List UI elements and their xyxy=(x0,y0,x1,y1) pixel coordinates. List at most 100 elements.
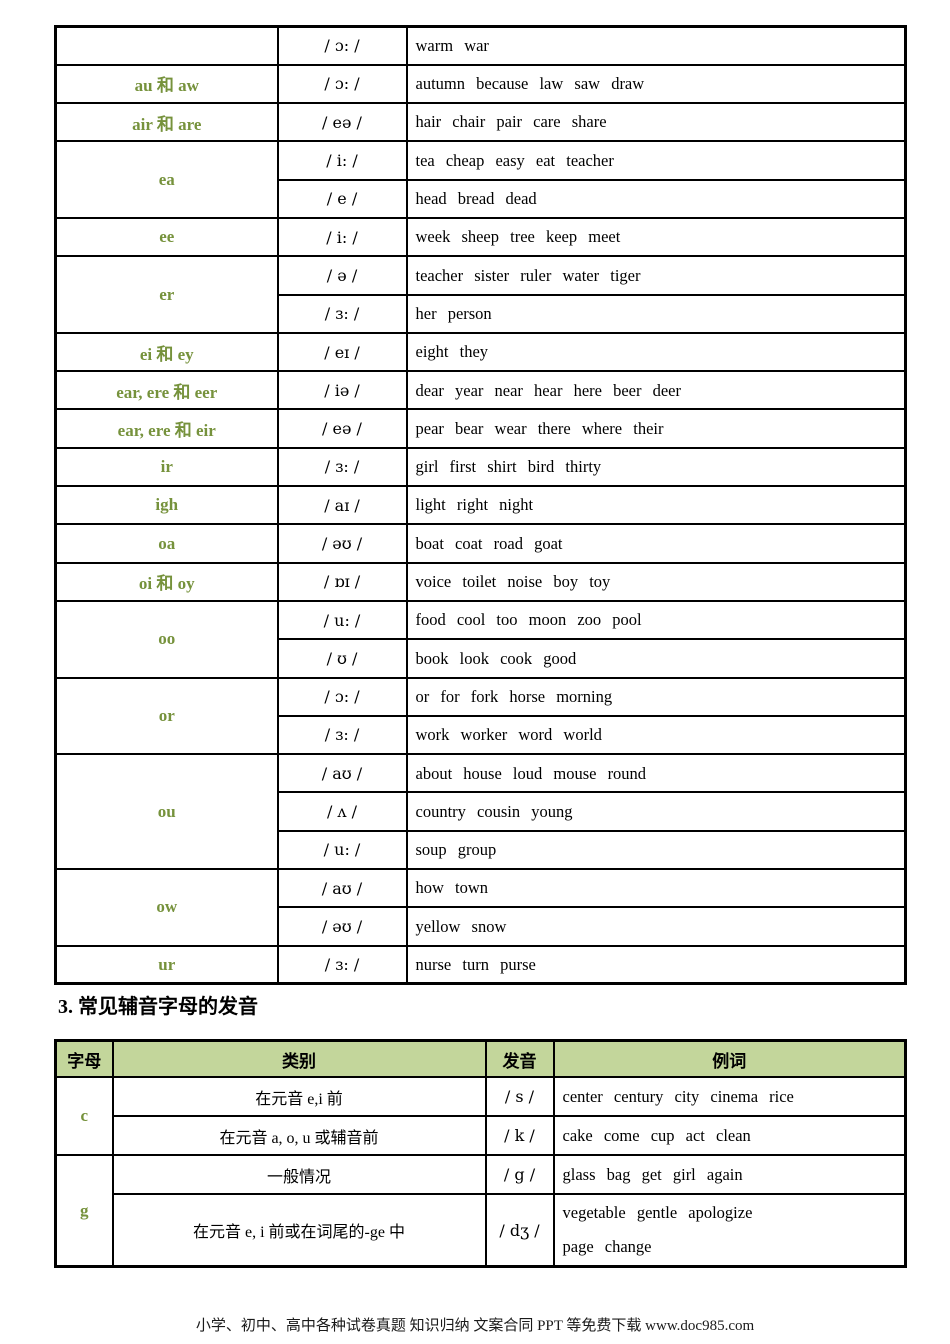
table-row: igh / aɪ / light right night xyxy=(54,485,907,526)
letter-combo-cell: au 和 aw xyxy=(54,63,279,105)
phonetic-cell: / əʊ / xyxy=(276,523,408,564)
phonetic-cell: / aʊ / xyxy=(276,753,408,794)
example-words-cell: country cousin young xyxy=(405,791,907,832)
example-words-cell: food cool too moon zoo pool xyxy=(405,599,907,641)
letter-combo-cell: ei 和 ey xyxy=(54,331,279,373)
example-words-cell: vegetable gentle apologize page change xyxy=(552,1193,907,1268)
example-words-cell: nurse turn purse xyxy=(405,944,907,985)
table-row: / ɜ: / her person xyxy=(56,293,907,334)
example-words-cell: eight they xyxy=(405,331,907,373)
table-row: / ʊ / book look cook good xyxy=(56,638,907,679)
phonetic-cell: / iə / xyxy=(276,370,408,411)
letter-combo-cell xyxy=(54,25,279,66)
letter-combo-cell: ur xyxy=(54,944,279,985)
example-words-cell: yellow snow xyxy=(405,906,907,947)
table-row: or / ɔ: / or for fork horse morning xyxy=(54,676,907,756)
category-cell: 在元音 e,i 前 xyxy=(111,1076,487,1118)
table-row: / ɔ: / warm war xyxy=(54,25,907,66)
category-cell: 在元音 a, o, u 或辅音前 xyxy=(111,1115,487,1157)
example-words-cell: dear year near hear here beer deer xyxy=(405,370,907,411)
table-row: ou / aʊ / about house loud mouse round xyxy=(54,753,907,871)
phonetic-cell: / eə / xyxy=(276,102,408,143)
phonetic-cell: / u: / xyxy=(276,599,408,641)
phonetic-cell: / i: / xyxy=(276,140,408,181)
example-words-cell: work worker word world xyxy=(405,714,907,756)
table-row: / ɜ: / work worker word world xyxy=(56,714,907,756)
category-cell: 在元音 e, i 前或在词尾的-ge 中 xyxy=(111,1193,487,1268)
phonetic-cell: / e / xyxy=(276,178,408,219)
table-row: c 在元音 e,i 前 / s / center century city ci… xyxy=(54,1076,907,1157)
phonetic-cell: / ɜ: / xyxy=(276,714,408,756)
table-row: ear, ere 和 eir / eə / pear bear wear the… xyxy=(54,408,907,449)
example-words-cell: glass bag get girl again xyxy=(552,1154,907,1196)
phonetic-cell: / ɜ: / xyxy=(276,293,408,334)
example-words-cell: hair chair pair care share xyxy=(405,102,907,143)
phonetic-cell: / u: / xyxy=(276,829,408,871)
example-words-cell: her person xyxy=(405,293,907,334)
letter-combo-cell: ow xyxy=(54,868,279,947)
table-row: ei 和 ey / eɪ / eight they xyxy=(54,331,907,373)
example-words-cell: head bread dead xyxy=(405,178,907,219)
example-words-cell: book look cook good xyxy=(405,638,907,679)
example-words-cell: light right night xyxy=(405,485,907,526)
table-row: / u: / soup group xyxy=(56,829,907,871)
table-row: oi 和 oy / ɒɪ / voice toilet noise boy to… xyxy=(54,561,907,602)
table-row: g 一般情况 / g / glass bag get girl again xyxy=(54,1154,907,1268)
phonetic-cell: / ɔ: / xyxy=(276,63,408,105)
table-row: oa / əʊ / boat coat road goat xyxy=(54,523,907,564)
table-row: er / ə / teacher sister ruler water tige… xyxy=(54,255,907,334)
table-row: / əʊ / yellow snow xyxy=(56,906,907,947)
letter-combo-cell: or xyxy=(54,676,279,756)
table-row: ee / i: / week sheep tree keep meet xyxy=(54,216,907,258)
table-row: / e / head bread dead xyxy=(56,178,907,219)
example-words-cell: boat coat road goat xyxy=(405,523,907,564)
table-row: air 和 are / eə / hair chair pair care sh… xyxy=(54,102,907,143)
table-header-row: 字母 类别 发音 例词 xyxy=(54,1039,907,1079)
phonetic-cell: / s / xyxy=(484,1076,555,1118)
page-content: / ɔ: / warm war au 和 aw / ɔ: / autumn be… xyxy=(54,25,907,1268)
letter-combo-cell: ir xyxy=(54,446,279,488)
table-row: 在元音 e, i 前或在词尾的-ge 中 / dʒ / vegetable ge… xyxy=(56,1193,907,1268)
table-row: 在元音 a, o, u 或辅音前 / k / cake come cup act… xyxy=(56,1115,907,1157)
example-words-cell: about house loud mouse round xyxy=(405,753,907,794)
example-words-cell: center century city cinema rice xyxy=(552,1076,907,1118)
phonetic-cell: / əʊ / xyxy=(276,906,408,947)
phonetic-cell: / ɒɪ / xyxy=(276,561,408,602)
example-words-cell: cake come cup act clean xyxy=(552,1115,907,1157)
letter-combo-cell: ou xyxy=(54,753,279,871)
page-footer: 小学、初中、高中各种试卷真题 知识归纳 文案合同 PPT 等免费下载 www.d… xyxy=(195,1318,755,1334)
phonetic-cell: / ɔ: / xyxy=(276,676,408,717)
phonetic-cell: / ɜ: / xyxy=(276,446,408,488)
phonetic-cell: / dʒ / xyxy=(484,1193,555,1268)
letter-combo-cell: oi 和 oy xyxy=(54,561,279,602)
letter-combo-cell: ear, ere 和 eir xyxy=(54,408,279,449)
phonetic-cell: / ʊ / xyxy=(276,638,408,679)
phonetic-cell: / ɜ: / xyxy=(276,944,408,985)
example-words-cell: or for fork horse morning xyxy=(405,676,907,717)
phonetic-cell: / ɔ: / xyxy=(276,25,408,66)
table-row: / ʌ / country cousin young xyxy=(56,791,907,832)
letter-combo-cell: ea xyxy=(54,140,279,219)
example-words-cell: how town xyxy=(405,868,907,909)
table-row: ir / ɜ: / girl first shirt bird thirty xyxy=(54,446,907,488)
example-words-cell: soup group xyxy=(405,829,907,871)
example-words-cell: autumn because law saw draw xyxy=(405,63,907,105)
col-header-category: 类别 xyxy=(111,1039,487,1079)
category-cell: 一般情况 xyxy=(111,1154,487,1196)
col-header-examples: 例词 xyxy=(552,1039,907,1079)
table-row: ear, ere 和 eer / iə / dear year near hea… xyxy=(54,370,907,411)
phonetic-cell: / ə / xyxy=(276,255,408,296)
vowel-sound-table: / ɔ: / warm war au 和 aw / ɔ: / autumn be… xyxy=(54,25,907,986)
consonant-sound-table: 字母 类别 发音 例词 c 在元音 e,i 前 / s / center cen… xyxy=(54,1039,907,1268)
example-words-cell: warm war xyxy=(405,25,907,66)
table-row: au 和 aw / ɔ: / autumn because law saw dr… xyxy=(54,63,907,105)
table-row: oo / u: / food cool too moon zoo pool xyxy=(54,599,907,679)
phonetic-cell: / aʊ / xyxy=(276,868,408,909)
example-words-cell: voice toilet noise boy toy xyxy=(405,561,907,602)
letter-combo-cell: igh xyxy=(54,485,279,526)
example-words-cell: girl first shirt bird thirty xyxy=(405,446,907,488)
letter-combo-cell: oo xyxy=(54,599,279,679)
letter-cell: g xyxy=(54,1154,114,1268)
table-row: ea / i: / tea cheap easy eat teacher xyxy=(54,140,907,219)
